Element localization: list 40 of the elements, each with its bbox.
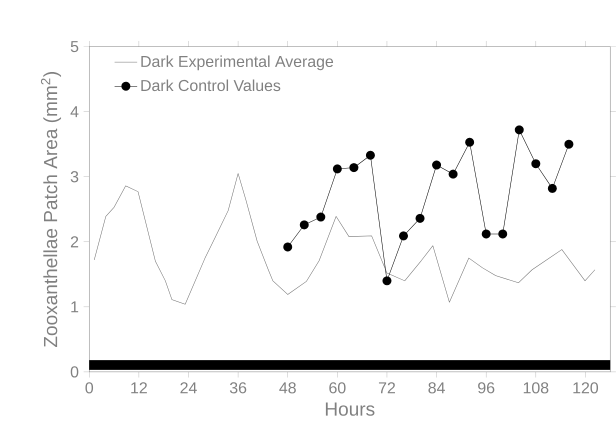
point <box>448 169 458 178</box>
y-tick-label: 2 <box>70 236 78 248</box>
x-tick-label: 24 <box>180 382 197 394</box>
x-tick-label: 108 <box>524 382 548 394</box>
y-tick-label: 4 <box>70 106 78 117</box>
point <box>300 220 309 230</box>
legend-label: Dark Control Values <box>141 79 280 91</box>
legend-label: Dark Experimental Average <box>141 55 334 70</box>
line-series <box>94 173 596 304</box>
point <box>465 138 474 147</box>
point <box>548 184 557 193</box>
x-tick-label: 36 <box>230 382 246 394</box>
x-tick-label: 96 <box>478 382 494 394</box>
y-tick-label: 5 <box>70 40 78 52</box>
point <box>498 229 508 238</box>
x-tick-label: 72 <box>378 382 395 394</box>
point <box>382 276 392 286</box>
x-tick-label: 48 <box>279 382 296 394</box>
x-tick-label: 60 <box>329 382 346 394</box>
y-tick-label: 3 <box>70 170 78 182</box>
point <box>399 231 408 240</box>
point <box>283 242 292 252</box>
y-tick-label: 1 <box>71 301 78 312</box>
point <box>514 125 524 134</box>
point <box>332 164 342 174</box>
point <box>349 162 358 172</box>
y-tick-label: 0 <box>70 366 78 378</box>
point <box>366 150 375 160</box>
point <box>482 229 491 238</box>
point <box>316 212 326 222</box>
y-axis-title: Zooxanthellae Patch Area (mm$^{2}$) <box>40 72 62 347</box>
x-axis-title: Hours <box>326 402 374 416</box>
point <box>416 214 425 223</box>
x-tick-label: 0 <box>85 382 94 394</box>
x-tick-label: 12 <box>131 382 147 394</box>
point <box>432 160 442 170</box>
point <box>564 140 574 149</box>
point <box>531 159 540 168</box>
x-tick-label: 120 <box>573 382 598 394</box>
x-tick-label: 84 <box>428 382 445 394</box>
